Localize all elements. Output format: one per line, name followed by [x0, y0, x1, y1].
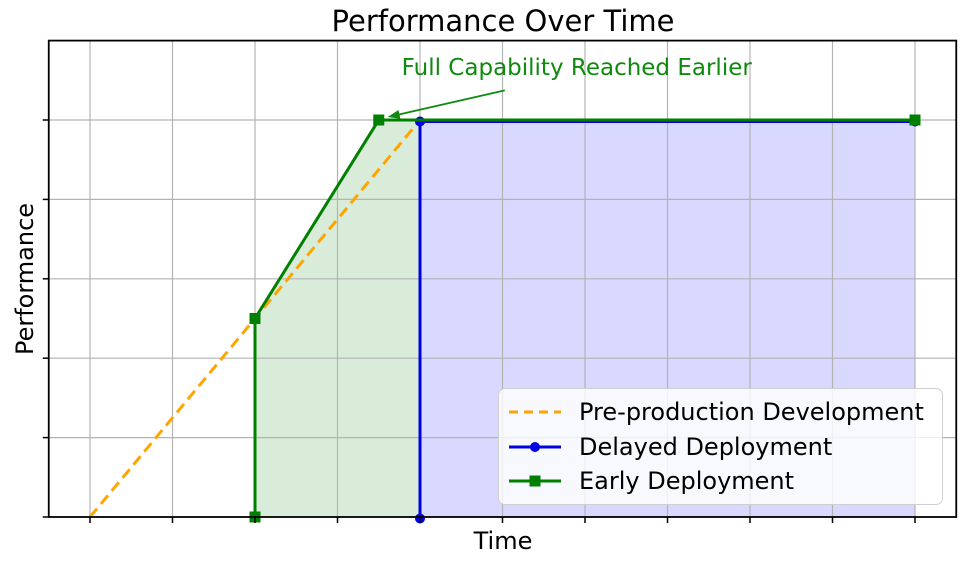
legend-swatch-pre-production-line	[509, 410, 561, 414]
annotation-arrow-head	[387, 109, 401, 119]
legend: Pre-production Development Delayed Deplo…	[498, 388, 943, 505]
legend-item-delayed-deployment: Delayed Deployment	[507, 433, 936, 461]
series-line-early-deployment	[253, 118, 915, 517]
legend-item-early-deployment: Early Deployment	[507, 467, 936, 495]
square-marker	[373, 114, 385, 126]
annotation-arrow-line	[399, 89, 505, 116]
legend-label-delayed-deployment: Delayed Deployment	[579, 432, 833, 461]
square-marker	[909, 114, 921, 126]
square-marker	[249, 313, 261, 324]
legend-circle-marker	[530, 441, 540, 452]
legend-swatch-early-deployment-line	[509, 475, 561, 487]
legend-label-pre-production: Pre-production Development	[579, 398, 924, 427]
annotation-label: Full Capability Reached Earlier	[401, 55, 752, 82]
chart-title: Performance Over Time	[331, 4, 675, 38]
legend-square-marker	[529, 475, 541, 487]
y-axis-label: Performance	[11, 202, 39, 356]
x-axis-label: Time	[473, 527, 533, 555]
legend-item-pre-production: Pre-production Development	[507, 398, 936, 426]
legend-swatch-delayed-deployment-line	[509, 441, 561, 452]
legend-label-early-deployment: Early Deployment	[579, 466, 795, 495]
